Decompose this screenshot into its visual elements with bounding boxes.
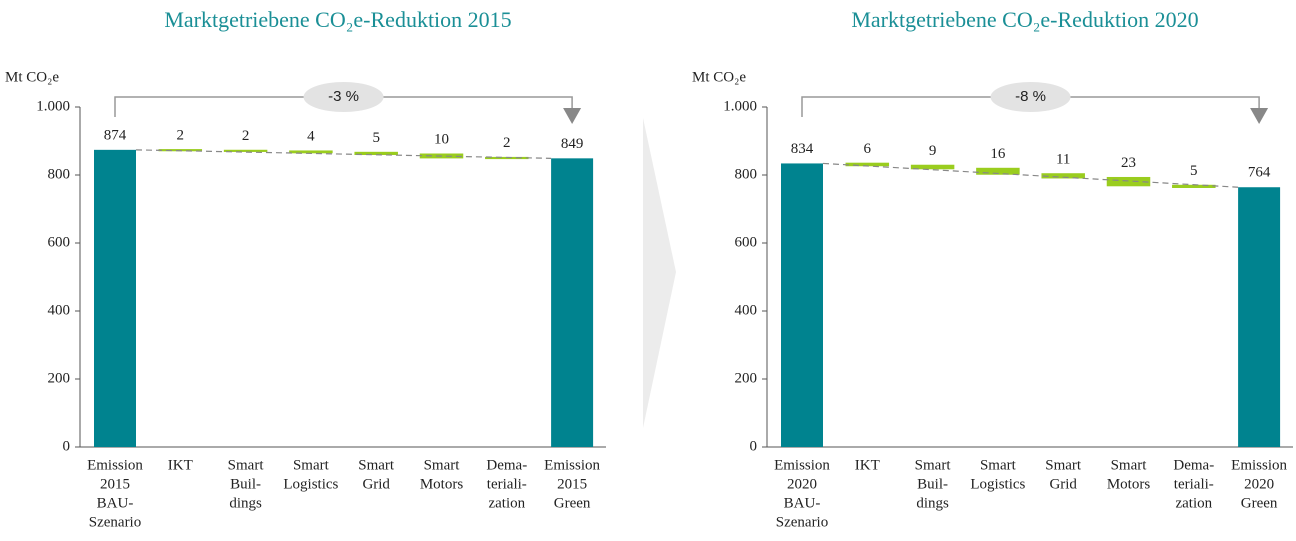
x-tick-label: Emission <box>1231 457 1287 473</box>
x-tick-label: Emission <box>544 457 600 473</box>
x-tick-label: Emission <box>87 457 143 473</box>
connector <box>135 149 552 159</box>
x-tick-label: Logistics <box>283 476 338 492</box>
x-tick-label: teriali- <box>1174 476 1214 492</box>
connector <box>822 162 1239 188</box>
value-label: 23 <box>1121 155 1136 171</box>
total-bar <box>1238 187 1281 448</box>
step-bar <box>845 162 890 167</box>
value-label: 9 <box>929 143 937 159</box>
value-label: 5 <box>372 130 380 146</box>
chart-title: Marktgetriebene CO₂e-Reduktion 2020 <box>851 7 1198 32</box>
total-bar <box>551 158 594 447</box>
x-tick-label: Green <box>1241 495 1278 511</box>
x-tick-label: Smart <box>424 457 461 473</box>
annotation: -8 % <box>1015 88 1046 105</box>
step-bar <box>910 164 955 170</box>
x-tick-label: Logistics <box>970 476 1025 492</box>
y-tick-label: 400 <box>48 302 71 318</box>
y-tick-label: 0 <box>750 438 758 454</box>
x-tick-label: Szenario <box>776 514 828 530</box>
x-tick-label: Grid <box>1049 476 1077 492</box>
x-tick-label: Smart <box>228 457 265 473</box>
step-bar <box>289 150 333 154</box>
x-tick-label: BAU- <box>97 495 134 511</box>
step-bar <box>223 149 268 152</box>
x-tick-label: 2015 <box>100 476 130 492</box>
chart-title: Marktgetriebene CO₂e-Reduktion 2015 <box>164 7 511 32</box>
x-tick-label: Buil- <box>230 476 261 492</box>
bracket-arrow <box>1250 108 1269 124</box>
value-label: 6 <box>864 141 872 157</box>
x-tick-label: Smart <box>293 457 330 473</box>
x-tick-label: dings <box>229 495 262 511</box>
value-label: 834 <box>791 141 814 157</box>
value-label: 4 <box>307 129 315 145</box>
x-tick-label: 2020 <box>787 476 817 492</box>
y-tick-label: 1.000 <box>723 98 757 114</box>
value-label: 2 <box>177 127 185 143</box>
y-tick-label: 600 <box>48 234 71 250</box>
x-tick-label: BAU- <box>784 495 821 511</box>
value-label: 2 <box>242 128 250 144</box>
value-label: 849 <box>561 136 584 152</box>
step-bar <box>1172 184 1216 188</box>
separator-arrow <box>643 118 676 428</box>
x-tick-label: dings <box>916 495 949 511</box>
x-tick-label: Emission <box>774 457 830 473</box>
x-tick-label: Green <box>554 495 591 511</box>
step-bar <box>1106 176 1151 187</box>
x-tick-label: IKT <box>855 457 880 473</box>
x-tick-label: Smart <box>915 457 952 473</box>
total-bar <box>94 149 136 447</box>
y-tick-label: 800 <box>735 166 758 182</box>
x-tick-label: Motors <box>1107 476 1151 492</box>
x-tick-label: teriali- <box>487 476 527 492</box>
value-label: 874 <box>104 127 127 143</box>
x-tick-label: 2015 <box>557 476 587 492</box>
y-axis-label: Mt CO₂e <box>5 69 59 85</box>
x-tick-label: Motors <box>420 476 464 492</box>
x-tick-label: Szenario <box>89 514 141 530</box>
x-tick-label: IKT <box>168 457 193 473</box>
x-tick-label: Smart <box>358 457 395 473</box>
value-label: 764 <box>1248 165 1271 181</box>
y-tick-label: 0 <box>63 438 71 454</box>
x-tick-label: 2020 <box>1244 476 1274 492</box>
x-tick-label: Dema- <box>486 457 527 473</box>
y-tick-label: 1.000 <box>36 98 70 114</box>
x-tick-label: Smart <box>1111 457 1148 473</box>
x-tick-label: Buil- <box>917 476 948 492</box>
bracket-arrow <box>563 108 582 124</box>
x-tick-label: Smart <box>980 457 1017 473</box>
x-tick-label: zation <box>488 495 525 511</box>
y-tick-label: 200 <box>735 370 758 386</box>
y-axis-label: Mt CO₂e <box>692 69 746 85</box>
value-label: 5 <box>1190 163 1198 179</box>
value-label: 11 <box>1056 151 1070 167</box>
annotation-bubble <box>990 82 1071 112</box>
value-label: 2 <box>503 135 511 151</box>
value-label: 10 <box>434 132 449 148</box>
value-label: 16 <box>990 146 1006 162</box>
y-tick-label: 200 <box>48 370 71 386</box>
x-tick-label: Smart <box>1045 457 1082 473</box>
y-tick-label: 800 <box>48 166 71 182</box>
annotation-bubble <box>303 82 384 112</box>
x-tick-label: Dema- <box>1173 457 1214 473</box>
y-tick-label: 400 <box>735 302 758 318</box>
total-bar <box>781 163 823 447</box>
x-tick-label: zation <box>1175 495 1212 511</box>
x-tick-label: Grid <box>362 476 390 492</box>
annotation: -3 % <box>328 88 359 105</box>
y-tick-label: 600 <box>735 234 758 250</box>
